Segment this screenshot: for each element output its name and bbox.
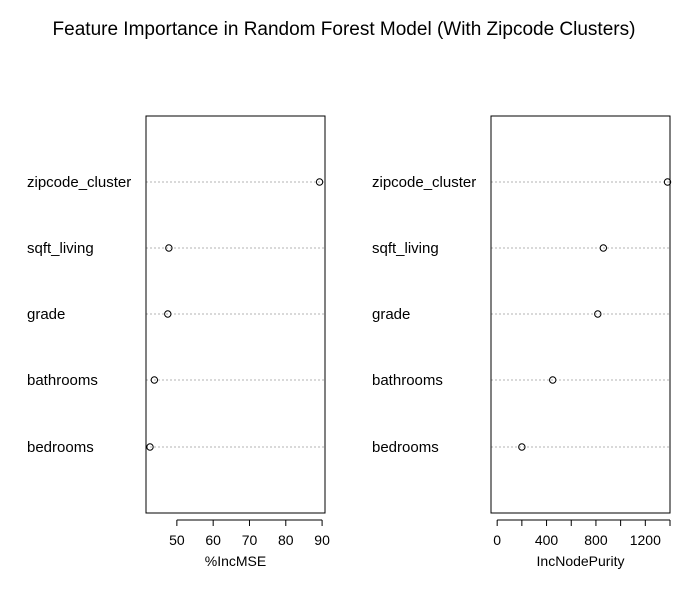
data-point-zipcode-cluster [663,178,672,186]
x-tick-label: 400 [535,532,559,548]
x-tick-label: 1200 [630,532,661,548]
category-label-bathrooms: bathrooms [372,372,443,389]
category-label-sqft-living: sqft_living [372,240,439,257]
data-point-bedrooms [146,443,154,451]
category-label-zipcode-cluster: zipcode_cluster [27,174,131,191]
plot-frame [490,115,671,514]
x-axis-label: IncNodePurity [537,553,625,569]
category-label-bathrooms: bathrooms [27,372,98,389]
data-point-grade [164,310,172,318]
x-tick-label: 80 [278,532,294,548]
category-label-bedrooms: bedrooms [372,439,439,456]
data-point-zipcode-cluster [315,178,324,186]
chart-title: Feature Importance in Random Forest Mode… [53,19,636,40]
x-tick-label: 50 [169,532,185,548]
data-point-sqft-living [599,244,608,252]
x-tick-label: 0 [493,532,501,548]
category-label-bedrooms: bedrooms [27,439,94,456]
x-tick-label: 60 [205,532,221,548]
x-axis-label: %IncMSE [205,553,266,569]
category-label-grade: grade [27,306,65,323]
x-tick-label: 70 [242,532,258,548]
plot-frame [145,115,326,514]
category-label-zipcode-cluster: zipcode_cluster [372,174,476,191]
data-point-sqft-living [165,244,173,252]
x-tick-label: 800 [584,532,608,548]
data-point-bathrooms [150,376,159,384]
category-label-sqft-living: sqft_living [27,240,94,257]
x-tick-label: 90 [314,532,330,548]
data-point-bedrooms [518,443,526,451]
data-point-grade [594,310,602,318]
data-point-bathrooms [549,376,557,384]
category-label-grade: grade [372,306,410,323]
